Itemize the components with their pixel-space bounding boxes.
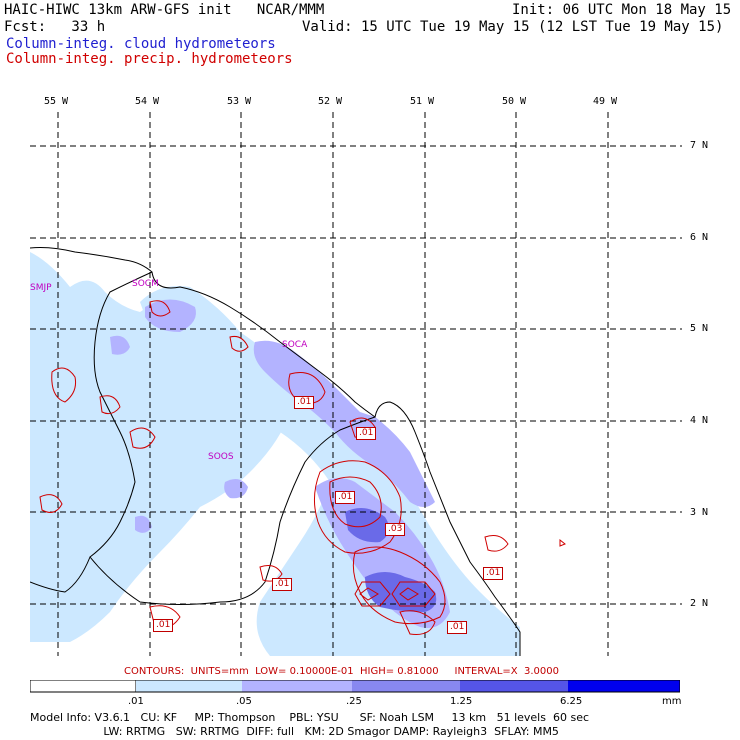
lat-label: 5 N	[690, 323, 709, 334]
valid-time: Valid: 15 UTC Tue 19 May 15 (12 LST Tue …	[302, 19, 724, 35]
init-time: Init: 06 UTC Mon 18 May 15	[512, 2, 732, 18]
contour-label: .01	[294, 396, 315, 409]
lat-lon-grid	[30, 112, 682, 656]
lat-label: 2 N	[690, 598, 709, 609]
cloud-fill-light	[30, 252, 520, 656]
lon-label: 52 W	[318, 96, 343, 107]
contour-info: CONTOURS: UNITS=mm LOW= 0.10000E-01 HIGH…	[124, 666, 559, 677]
colorbar-label: 1.25	[450, 696, 473, 707]
colorbar-label: 6.25	[560, 696, 583, 707]
colorbar-label: .01	[128, 696, 144, 707]
precip-field-label: Column-integ. precip. hydrometeors	[6, 51, 293, 67]
colorbar-label: .05	[236, 696, 252, 707]
lon-label: 55 W	[44, 96, 69, 107]
contour-label: .01	[335, 491, 356, 504]
precip-contours	[39, 300, 566, 635]
colorbar-units: mm	[662, 696, 682, 707]
lat-label: 6 N	[690, 232, 709, 243]
lon-label: 54 W	[135, 96, 160, 107]
station-label: SOCM	[132, 279, 159, 289]
map-title: HAIC-HIWC 13km ARW-GFS init NCAR/MMM	[4, 2, 325, 18]
station-label: SMJP	[30, 283, 52, 293]
lon-label: 51 W	[410, 96, 435, 107]
contour-label: .01	[356, 427, 377, 440]
cloud-field-label: Column-integ. cloud hydrometeors	[6, 36, 276, 52]
lat-label: 3 N	[690, 507, 709, 518]
colorbar-label: .25	[346, 696, 362, 707]
lon-label: 49 W	[593, 96, 618, 107]
model-info-line1: Model Info: V3.6.1 CU: KF MP: Thompson P…	[30, 711, 590, 724]
forecast-map	[30, 112, 682, 656]
coastline	[30, 247, 521, 656]
lat-label: 4 N	[690, 415, 709, 426]
contour-label: .01	[153, 619, 174, 632]
station-label: SOCA	[282, 340, 308, 350]
contour-label: .03	[385, 523, 406, 536]
contour-label: .01	[447, 621, 468, 634]
station-label: SOOS	[208, 452, 234, 462]
lon-label: 50 W	[502, 96, 527, 107]
lon-label: 53 W	[227, 96, 252, 107]
model-info-line2: LW: RRTMG SW: RRTMG DIFF: full KM: 2D Sm…	[30, 725, 559, 738]
forecast-hour: Fcst: 33 h	[4, 19, 106, 35]
contour-label: .01	[483, 567, 504, 580]
colorbar	[30, 680, 680, 693]
lat-label: 7 N	[690, 140, 709, 151]
contour-label: .01	[272, 578, 293, 591]
